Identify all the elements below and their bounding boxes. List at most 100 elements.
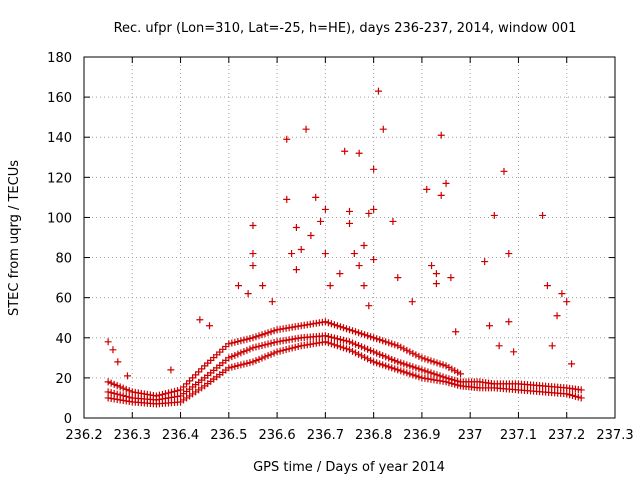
data-point (370, 205, 378, 213)
data-point (327, 333, 335, 341)
data-point (397, 367, 405, 375)
data-point (113, 382, 121, 390)
plot-frame (83, 56, 616, 419)
data-point (261, 330, 269, 338)
data-point (385, 363, 393, 371)
data-point (249, 334, 257, 342)
data-point (249, 250, 257, 258)
x-axis-label: GPS time / Days of year 2014 (253, 460, 445, 475)
data-point (365, 209, 373, 217)
data-point (400, 345, 408, 353)
data-point (324, 333, 332, 341)
data-point (385, 339, 393, 347)
data-point (439, 361, 447, 369)
data-point (264, 329, 272, 337)
data-point (342, 337, 350, 345)
data-point (243, 346, 251, 354)
data-point (234, 362, 242, 370)
data-point (171, 387, 179, 395)
data-point (370, 165, 378, 173)
x-tick-label: 236.9 (403, 428, 440, 443)
data-point (237, 361, 245, 369)
data-point (261, 341, 269, 349)
data-point (104, 388, 112, 396)
data-point (122, 392, 130, 400)
data-point (437, 131, 445, 139)
data-point (114, 358, 122, 366)
data-point (430, 370, 438, 378)
data-point (228, 353, 236, 361)
data-point (174, 387, 182, 395)
data-point (288, 344, 296, 352)
data-point (358, 343, 366, 351)
data-point (423, 185, 431, 193)
y-axis-label: STEC from uqrg / TECUs (7, 160, 22, 316)
data-point (577, 394, 585, 402)
data-point (333, 335, 341, 343)
data-point (510, 348, 518, 356)
data-point (391, 365, 399, 373)
data-point (376, 360, 384, 368)
data-point (234, 282, 242, 290)
data-point (336, 270, 344, 278)
gridlines (84, 57, 615, 418)
data-point (283, 195, 291, 203)
data-point (408, 298, 416, 306)
data-point (346, 219, 353, 227)
data-point (358, 352, 366, 360)
axis-ticks: 236.2 236.3 236.4 236.5 236.6 236.7 236.8 236.9… (47, 51, 633, 443)
y-tick-label: 60 (55, 292, 72, 307)
data-point (321, 318, 329, 326)
data-point (418, 354, 426, 362)
data-point (428, 262, 436, 270)
x-tick-label: 236.3 (114, 428, 151, 443)
data-point (206, 322, 214, 330)
data-point (270, 327, 278, 335)
data-point (376, 350, 384, 358)
data-point (436, 372, 444, 380)
data-point (403, 361, 411, 369)
data-point (180, 383, 188, 391)
data-point (360, 242, 368, 250)
data-point (225, 340, 233, 348)
data-point (373, 359, 381, 367)
data-point (447, 274, 455, 282)
data-point (389, 217, 397, 225)
data-point (382, 362, 390, 370)
data-point (282, 346, 290, 354)
data-point (270, 349, 278, 357)
data-point (279, 346, 287, 354)
x-tick-label: 237.1 (500, 428, 537, 443)
data-point (330, 341, 338, 349)
data-point (195, 368, 203, 376)
data-point (350, 250, 358, 258)
data-point (312, 193, 320, 201)
y-tick-label: 140 (47, 131, 72, 146)
data-point (349, 339, 357, 347)
data-point (237, 337, 245, 345)
data-point (231, 351, 239, 359)
data-point (432, 280, 440, 288)
data-point (424, 356, 432, 364)
data-point (553, 312, 561, 320)
data-point (374, 87, 382, 95)
data-point (355, 342, 363, 350)
y-tick-label: 20 (55, 372, 72, 387)
data-point (324, 319, 332, 327)
data-point (264, 352, 272, 360)
data-point (495, 342, 503, 350)
data-point (249, 262, 257, 270)
data-point (365, 302, 373, 310)
data-point (409, 371, 417, 379)
data-point (246, 345, 254, 353)
data-point (406, 362, 414, 370)
x-tick-label: 236.4 (162, 428, 199, 443)
data-point (355, 149, 363, 157)
data-point (352, 340, 360, 348)
data-point (240, 348, 248, 356)
data-point (339, 324, 347, 332)
data-point (104, 338, 112, 346)
data-point (119, 392, 127, 400)
data-point (379, 361, 387, 369)
data-point (403, 369, 411, 377)
